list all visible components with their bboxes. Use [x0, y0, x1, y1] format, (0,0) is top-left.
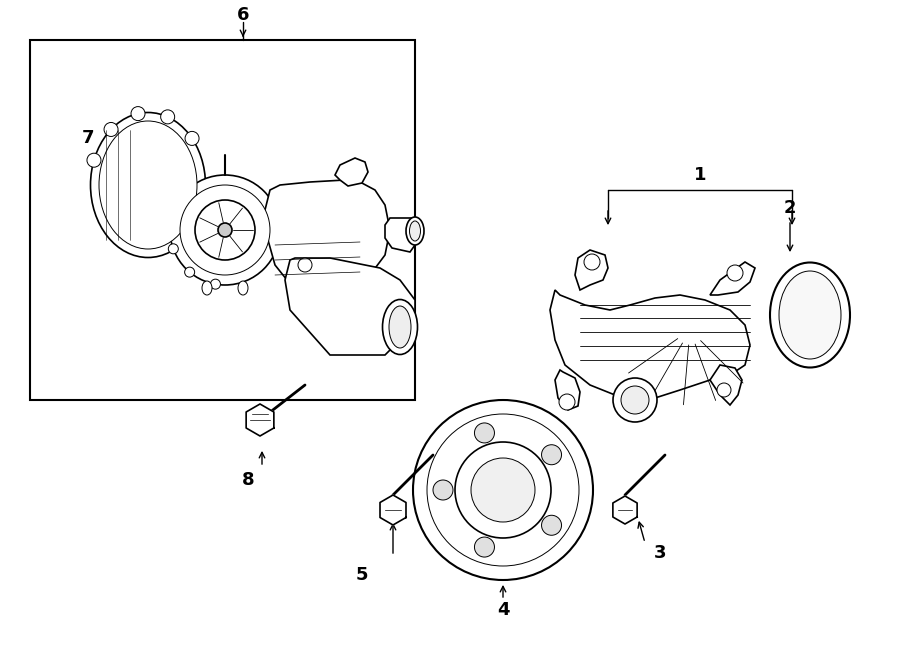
Polygon shape [710, 262, 755, 295]
Text: 6: 6 [237, 6, 249, 24]
Circle shape [471, 458, 535, 522]
Circle shape [195, 200, 255, 260]
Circle shape [542, 516, 562, 535]
Ellipse shape [410, 221, 420, 241]
Circle shape [131, 106, 145, 120]
Polygon shape [555, 370, 580, 410]
Circle shape [180, 185, 270, 275]
Circle shape [727, 265, 743, 281]
Ellipse shape [91, 112, 205, 258]
Ellipse shape [99, 121, 197, 249]
Circle shape [185, 132, 199, 145]
Polygon shape [246, 404, 274, 436]
Ellipse shape [238, 281, 248, 295]
Circle shape [621, 386, 649, 414]
Bar [30, 40, 415, 400]
Circle shape [413, 400, 593, 580]
Circle shape [433, 480, 453, 500]
Polygon shape [265, 180, 390, 295]
Polygon shape [385, 218, 415, 252]
Polygon shape [550, 290, 750, 400]
Circle shape [474, 537, 494, 557]
Text: 1: 1 [694, 166, 706, 184]
Circle shape [168, 244, 178, 254]
Text: 3: 3 [653, 544, 666, 562]
Circle shape [542, 445, 562, 465]
Circle shape [218, 223, 232, 237]
Circle shape [717, 383, 731, 397]
Circle shape [184, 267, 194, 277]
Ellipse shape [389, 306, 411, 348]
Circle shape [87, 153, 101, 167]
Circle shape [613, 378, 657, 422]
Circle shape [584, 254, 600, 270]
Ellipse shape [202, 281, 212, 295]
Ellipse shape [406, 217, 424, 245]
Circle shape [161, 110, 175, 124]
Text: 5: 5 [356, 566, 368, 584]
Circle shape [170, 175, 280, 285]
Circle shape [455, 442, 551, 538]
Polygon shape [613, 496, 637, 524]
Circle shape [474, 423, 494, 443]
Ellipse shape [770, 262, 850, 368]
Circle shape [559, 394, 575, 410]
Polygon shape [285, 258, 415, 355]
Circle shape [104, 122, 118, 136]
Text: 7: 7 [82, 129, 94, 147]
Circle shape [298, 258, 312, 272]
Polygon shape [335, 158, 368, 186]
Text: 4: 4 [497, 601, 509, 619]
Circle shape [427, 414, 579, 566]
Polygon shape [380, 495, 406, 525]
Circle shape [211, 279, 220, 289]
Polygon shape [575, 250, 608, 290]
Polygon shape [710, 365, 742, 405]
Text: 2: 2 [784, 199, 796, 217]
Ellipse shape [779, 271, 841, 359]
Ellipse shape [382, 299, 418, 354]
Text: 8: 8 [242, 471, 255, 489]
